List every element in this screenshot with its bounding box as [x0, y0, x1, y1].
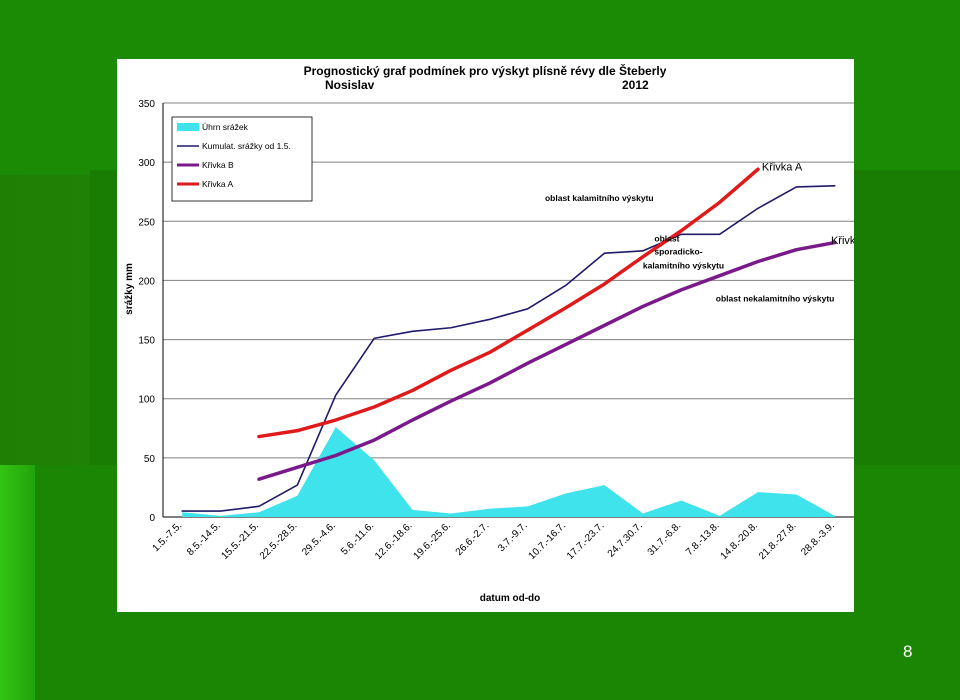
chart-annotation: sporadicko- — [654, 246, 702, 256]
area-series-uhrn-srazek — [182, 427, 835, 517]
chart-annotation: Křivka A — [762, 161, 803, 173]
x-axis-title: datum od-do — [480, 593, 541, 604]
chart-subtitle-location: Nosislav — [325, 78, 375, 92]
x-tick-label: 5.6.-11.6. — [339, 520, 376, 557]
legend-swatch — [177, 123, 199, 131]
line-series-kumulat-sr-ky-od-1-5- — [181, 185, 836, 512]
legend-label: Křivka A — [202, 179, 234, 189]
legend-label: Křivka B — [202, 160, 234, 170]
x-tick-label: 31.7.-6.8. — [646, 520, 684, 558]
x-tick-label: 1.5.-7.5. — [151, 520, 185, 554]
y-tick-label: 0 — [149, 513, 155, 524]
chart-svg: Prognostický graf podmínek pro výskyt pl… — [124, 63, 854, 604]
x-tick-label: 29.5.-4.6. — [300, 520, 338, 558]
y-tick-label: 250 — [138, 217, 155, 228]
chart-annotation: Křivka B — [831, 235, 854, 247]
x-tick-label: 22.5.-28.5. — [258, 520, 300, 562]
y-tick-label: 100 — [138, 395, 155, 406]
x-tick-label: 8.5.-14.5. — [185, 520, 223, 558]
legend-label: Kumulat. srážky od 1.5. — [202, 141, 291, 151]
line-series-k-ivka-b — [257, 240, 837, 481]
chart-annotation: oblast kalamitního výskytu — [545, 193, 654, 203]
x-tick-label: 10.7.-16.7. — [527, 520, 569, 562]
chart-card: Prognostický graf podmínek pro výskyt pl… — [117, 59, 854, 612]
x-tick-label: 12.6.-18.6. — [373, 520, 415, 562]
y-tick-label: 350 — [138, 99, 155, 110]
line-series-k-ivka-a — [257, 167, 760, 439]
x-tick-label: 15.5.-21.5. — [220, 520, 262, 562]
x-tick-label: 24.7.30.7. — [606, 520, 645, 559]
chart-subtitle-year: 2012 — [622, 78, 649, 92]
y-tick-label: 50 — [144, 454, 156, 465]
slide-background-accent — [0, 465, 35, 700]
x-tick-label: 28.8.-3.9. — [799, 520, 837, 558]
x-tick-label: 21.8.-27.8. — [757, 520, 799, 562]
x-tick-label: 7.8.-13.8. — [684, 520, 722, 558]
chart-annotation: kalamitního výskytu — [643, 261, 724, 271]
y-tick-label: 150 — [138, 336, 155, 347]
page-number: 8 — [903, 642, 913, 661]
x-tick-label: 14.8.-20.8. — [719, 520, 761, 562]
y-tick-label: 200 — [138, 276, 155, 287]
y-tick-label: 300 — [138, 158, 155, 169]
y-axis-title: srážky mm — [124, 263, 135, 315]
chart-annotation: oblast nekalamitního výskytu — [716, 294, 835, 304]
x-tick-label: 26.6.-2.7. — [454, 520, 492, 558]
legend-label: Úhrn srážek — [202, 122, 249, 132]
chart-title: Prognostický graf podmínek pro výskyt pl… — [304, 63, 667, 78]
chart-annotation: oblast — [654, 233, 679, 243]
x-tick-label: 19.6.-25.6. — [411, 520, 453, 562]
x-tick-label: 17.7.-23.7. — [565, 520, 607, 562]
x-tick-label: 3.7.-9.7. — [496, 520, 530, 554]
